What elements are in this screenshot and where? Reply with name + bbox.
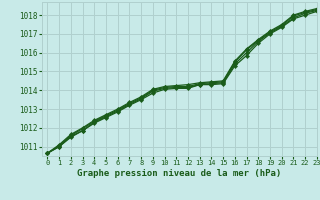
X-axis label: Graphe pression niveau de la mer (hPa): Graphe pression niveau de la mer (hPa) [77, 169, 281, 178]
